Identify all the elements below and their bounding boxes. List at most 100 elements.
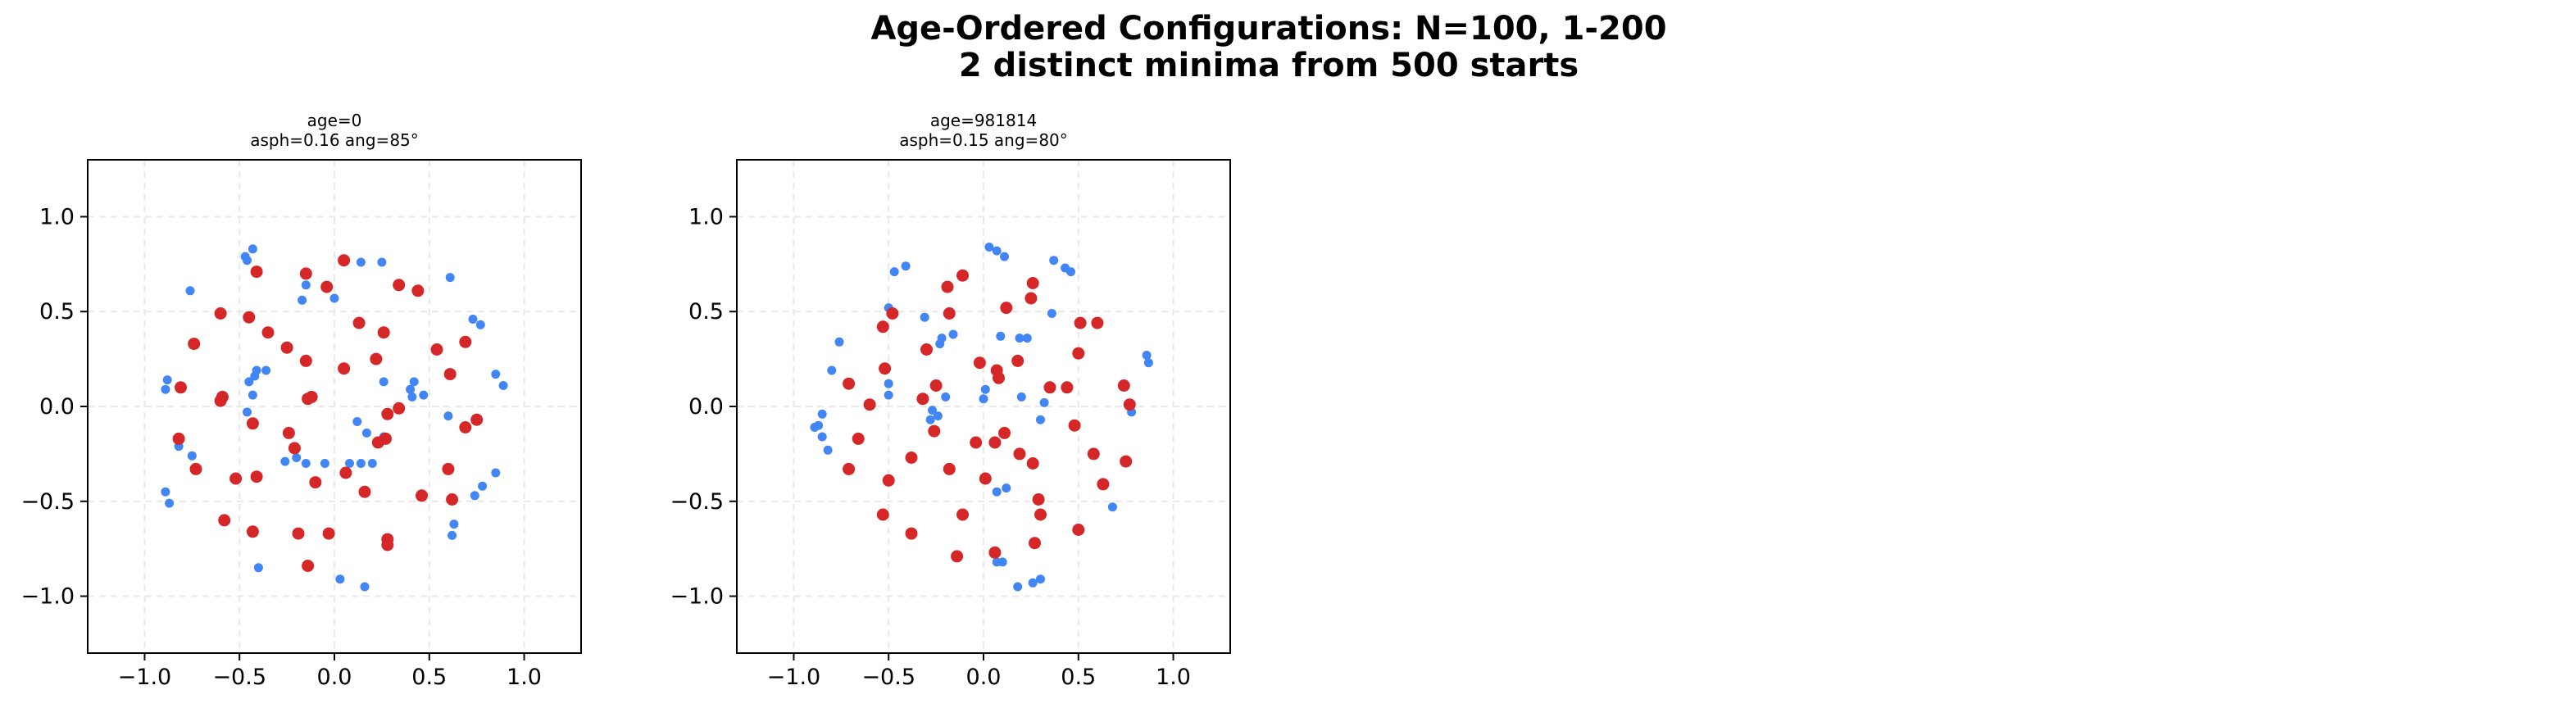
subplot-2-series-0-point-43 [1028, 578, 1038, 588]
subplot-1-series-0-point-43 [470, 491, 479, 501]
subplot-1-series-1-point-17 [338, 362, 351, 375]
subplot-1-series-0-point-37 [367, 459, 377, 468]
subplot-1-series-1-point-22 [305, 390, 318, 403]
subplot-2-series-1-point-10 [920, 343, 933, 356]
subplot-1-series-0-point-49 [280, 456, 290, 466]
subplot-1-series-1-point-40 [416, 489, 428, 502]
subplot-1-ytick-label-3: 0.5 [39, 299, 75, 324]
subplot-2-series-1-point-46 [1072, 524, 1085, 536]
subplot-2-series-1-point-43 [876, 508, 889, 521]
subplot-1-series-1-point-37 [309, 476, 322, 489]
subplot-1-series-1-point-24 [246, 417, 259, 430]
subplot-2-series-1-point-11 [1072, 347, 1085, 360]
subplot-2-series-1-point-49 [951, 550, 964, 563]
subplot-1-series-1-point-10 [377, 326, 390, 339]
subplot-1-series-0-point-40 [165, 498, 175, 508]
subplot-1-series-0-point-23 [419, 390, 429, 400]
subplot-2-series-1-point-24 [1123, 398, 1136, 411]
subplot-1-series-1-point-6 [214, 307, 227, 320]
subplot-1-series-0-point-44 [449, 520, 459, 529]
subplot-1-series-0-point-18 [248, 390, 257, 400]
subplot-2-series-1-point-7 [876, 320, 889, 334]
subplot-2-series-1-point-47 [988, 546, 1002, 559]
subplot-2-series-1-point-31 [1087, 447, 1100, 461]
subplot-1-series-0-point-12 [162, 375, 172, 385]
subplot-2-series-1-point-40 [1097, 478, 1110, 491]
subplot-1-series-1-point-49 [302, 560, 315, 572]
subplot-2-series-0-point-35 [933, 411, 943, 421]
subplot-1-ytick-label-2: 0.0 [39, 394, 75, 420]
subplot-2-title-line1: age=981814 [930, 111, 1037, 130]
subplot-1-series-1-point-14 [459, 335, 472, 348]
subplot-1-series-1-point-32 [470, 413, 484, 426]
subplot-1-series-0-point-6 [445, 273, 455, 283]
subplot-2: age=981814 asph=0.15 ang=80° −1.0 −0.5 0.0… [670, 111, 1231, 690]
subplot-2-series-0-point-29 [1036, 415, 1045, 424]
subplot-1-series-1-point-5 [411, 284, 425, 297]
subplot-2-series-0-point-41 [997, 557, 1007, 567]
subplot-2-series-0-point-28 [1039, 397, 1049, 407]
subplot-1-series-0-point-32 [292, 453, 302, 462]
subplot-1-series-0-point-20 [406, 384, 416, 394]
subplot-1-series-1-point-36 [250, 470, 263, 483]
subplot-1-series-1-point-44 [246, 525, 259, 538]
subplot-1-series-0-point-22 [409, 377, 419, 387]
subplot-1-series-0-point-10 [468, 315, 478, 324]
subplot-2-series-0-point-38 [1002, 483, 1011, 493]
subplot-2-series-0-point-39 [1107, 502, 1117, 512]
subplot-1-series-1-point-28 [288, 442, 301, 455]
subplot-1-series-0-point-47 [335, 574, 345, 584]
subplot-2-series-1-point-34 [1026, 457, 1039, 470]
subplot-1-series-0-point-46 [253, 563, 263, 573]
subplot-1-xtick-label-1: −0.5 [212, 665, 266, 690]
subplot-2-ytick-label-3: 0.5 [688, 299, 724, 324]
subplot-2-series-0-point-17 [827, 365, 837, 375]
subplot-1-series-0-point-48 [360, 582, 370, 592]
subplot-1-series-1-point-39 [358, 485, 371, 498]
subplot-2-series-0-point-26 [979, 394, 988, 404]
subplot-1-series-1-point-43 [218, 514, 231, 527]
subplot-2-series-0-point-21 [884, 390, 893, 400]
subplot-1-series-0-point-8 [301, 280, 311, 290]
subplot-1-series-0-point-24 [491, 370, 501, 379]
subplot-2-series-0-point-18 [1022, 334, 1032, 343]
subplot-2-series-0-point-44 [1036, 574, 1045, 584]
subplot-1-series-1-point-15 [299, 354, 312, 367]
subplot-2-series-1-point-45 [905, 527, 918, 540]
subplot-1-series-0-point-45 [448, 530, 457, 540]
subplot-1-series-0-point-42 [478, 481, 488, 491]
subplot-1-series-0-point-35 [345, 459, 354, 468]
subplot-2-series-0-point-12 [1015, 334, 1024, 343]
subplot-2-series-0-point-2 [1000, 252, 1009, 261]
subplot-2-series-1-point-23 [916, 393, 929, 406]
subplot-2-series-0-point-10 [920, 312, 929, 322]
subplot-1-series-0-point-30 [361, 428, 371, 438]
subplot-2-ytick-label-4: 1.0 [688, 204, 724, 229]
subplot-2-series-0-point-32 [810, 423, 820, 432]
subplot-1-series-0-point-19 [379, 377, 388, 387]
subplot-1-series-1-point-7 [243, 311, 256, 324]
subplot-1-series-0-point-13 [161, 384, 170, 394]
subplot-1-series-1-point-34 [189, 462, 202, 475]
subplot-1-series-1-point-26 [393, 402, 406, 415]
subplot-2-series-1-point-28 [970, 436, 983, 449]
subplot-1-series-1-point-42 [446, 493, 459, 506]
subplot-1-series-0-point-25 [498, 381, 508, 390]
subplot-2-series-0-point-4 [889, 267, 899, 277]
subplot-1-series-0-point-3 [298, 295, 307, 305]
subplot-1-ytick-label-0: −1.0 [20, 584, 75, 610]
subplot-1-series-1-point-25 [381, 407, 394, 420]
subplot-1-series-0-point-36 [356, 459, 366, 468]
subplot-1-series-1-point-9 [261, 326, 275, 339]
subplot-2-series-0-point-33 [817, 432, 827, 442]
subplot-2-series-0-point-20 [1143, 358, 1153, 368]
subplot-2-series-1-point-36 [843, 462, 856, 475]
subplot-2-series-0-point-5 [1049, 256, 1059, 266]
subplot-2-series-1-point-3 [1024, 292, 1038, 305]
subplot-1-series-1-point-31 [459, 421, 472, 433]
subplot-2-series-0-point-25 [980, 384, 990, 394]
subplot-1: age=0 asph=0.16 ang=85° −1.0 −0.5 0.0 0.5 1.… [20, 111, 582, 690]
subplot-2-series-1-point-39 [979, 472, 992, 485]
subplot-2-xtick-label-0: −1.0 [767, 665, 821, 690]
